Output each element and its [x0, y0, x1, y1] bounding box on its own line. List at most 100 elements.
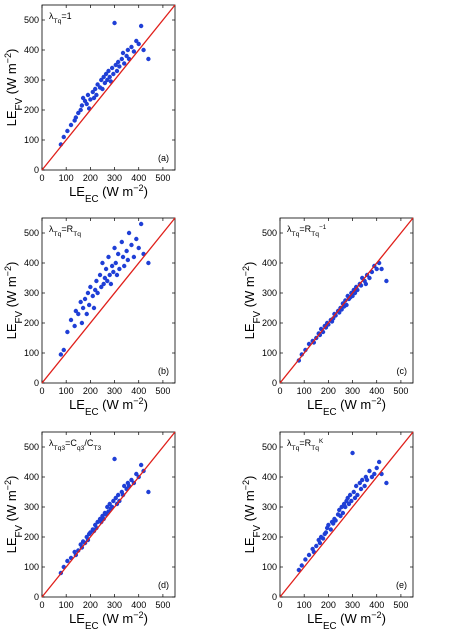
- point: [72, 323, 77, 329]
- point: [73, 115, 79, 120]
- annotation: λTq3=Cq3/CT3: [49, 438, 102, 452]
- label-part: λ: [49, 11, 54, 21]
- point: [102, 275, 108, 281]
- point: [350, 450, 355, 456]
- point: [129, 477, 134, 483]
- x-tick-label: 0: [39, 386, 44, 396]
- x-tick-label: 500: [155, 386, 170, 396]
- point: [115, 251, 121, 257]
- point: [374, 465, 379, 471]
- point: [344, 302, 349, 308]
- y-tick-label: 200: [24, 532, 39, 542]
- x-tick-label: 200: [83, 600, 98, 610]
- point: [131, 254, 137, 260]
- point: [93, 86, 98, 92]
- point: [115, 59, 121, 65]
- x-tick-label: 500: [155, 600, 170, 610]
- point: [95, 290, 100, 296]
- x-tick-label: 0: [39, 173, 44, 183]
- point: [105, 278, 110, 284]
- y-tick-label: 100: [24, 348, 39, 358]
- point: [131, 49, 137, 54]
- point: [339, 504, 344, 510]
- x-tick-label: 500: [155, 173, 170, 183]
- x-tick-label: 200: [321, 386, 336, 396]
- point: [95, 82, 100, 87]
- point: [347, 492, 353, 498]
- x-tick-label: 0: [39, 600, 44, 610]
- point: [346, 501, 352, 507]
- label-part: (W m: [99, 184, 134, 199]
- label-part: LE: [4, 323, 19, 339]
- point: [65, 558, 70, 564]
- y-tick-label: 300: [262, 502, 277, 512]
- label-part: =R: [299, 438, 311, 448]
- point: [99, 77, 104, 83]
- point: [303, 557, 308, 562]
- y-tick-label: 500: [262, 442, 277, 452]
- point: [88, 284, 93, 290]
- label-part: EC: [85, 194, 99, 205]
- x-tick-label: 0: [277, 600, 282, 610]
- annotation: λTq=RTq: [49, 224, 81, 238]
- point: [120, 254, 126, 260]
- point: [108, 281, 114, 287]
- y-tick-label: 400: [24, 258, 39, 268]
- x-tick-label: 400: [131, 600, 146, 610]
- point: [129, 44, 134, 50]
- point: [126, 230, 132, 236]
- label-part: LE: [4, 110, 19, 126]
- point: [349, 498, 354, 504]
- point: [326, 522, 331, 528]
- y-tick-label: 500: [24, 15, 39, 25]
- point: [122, 483, 127, 489]
- y-tick-label: 200: [24, 105, 39, 115]
- point: [65, 128, 70, 134]
- label-part: FV: [14, 98, 25, 111]
- x-tick-label: 400: [369, 600, 384, 610]
- x-tick-label: 100: [297, 600, 312, 610]
- point: [76, 311, 81, 317]
- point: [82, 296, 88, 302]
- x-tick-label: 300: [345, 386, 360, 396]
- point: [362, 483, 367, 489]
- point: [138, 221, 144, 227]
- x-tick-label: 500: [393, 600, 408, 610]
- point: [112, 456, 117, 462]
- point: [95, 519, 100, 525]
- point: [360, 477, 365, 483]
- point: [363, 281, 369, 287]
- x-tick-label: 100: [59, 600, 74, 610]
- panel-label: (d): [158, 580, 169, 590]
- panel: 0 100 200 300 400 500 0 100 200 300 400 500 λTq=1 (a)…: [3, 4, 176, 205]
- panel-label: (b): [158, 366, 169, 376]
- point: [100, 86, 105, 92]
- point: [141, 47, 146, 53]
- y-tick-label: 200: [262, 532, 277, 542]
- x-tick-label: 100: [59, 386, 74, 396]
- label-part: LE: [69, 184, 85, 199]
- annotation: λTq=RTqK: [287, 438, 324, 452]
- point: [129, 242, 134, 248]
- point: [374, 266, 379, 272]
- point: [113, 495, 118, 501]
- point: [125, 257, 131, 263]
- label-part: (W m: [242, 276, 257, 311]
- label-part: EC: [85, 407, 99, 418]
- label-part: LE: [307, 397, 323, 412]
- point: [68, 317, 74, 323]
- label-part: LE: [242, 323, 257, 339]
- point: [113, 260, 118, 266]
- point: [134, 236, 139, 242]
- y-axis-label: LEFV (W m−2): [3, 262, 25, 340]
- label-part: λ: [287, 438, 292, 448]
- y-axis-label: LEFV (W m−2): [241, 476, 263, 554]
- y-tick-label: 0: [272, 592, 277, 602]
- point: [124, 248, 129, 254]
- point: [105, 504, 110, 510]
- label-part: −2: [3, 480, 13, 490]
- point: [117, 266, 122, 272]
- label-part: ): [4, 476, 19, 480]
